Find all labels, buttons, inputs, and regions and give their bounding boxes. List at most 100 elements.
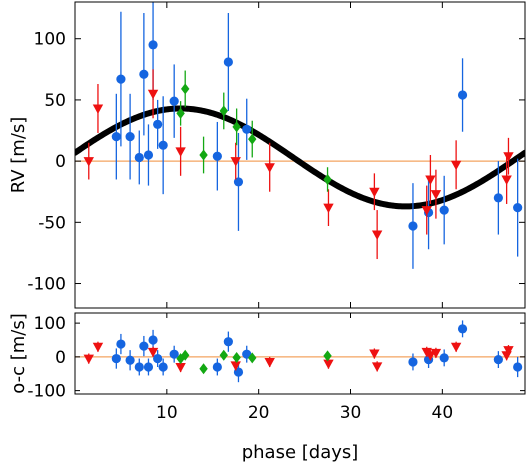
series-triangle-down — [83, 341, 514, 373]
rv-axes: -100 -50 0 50 100 — [27, 2, 525, 308]
y-tick-label: 0 — [55, 152, 66, 172]
data-point-diamond — [232, 121, 241, 133]
data-point-triangle-down — [369, 187, 380, 198]
data-point-triangle-down — [430, 348, 442, 359]
data-point-circle — [153, 119, 163, 129]
data-point-triangle-down — [450, 160, 462, 171]
data-point-triangle-down — [323, 359, 334, 370]
data-point-circle — [457, 90, 468, 100]
rv-panel: -100 -50 0 50 100 RV [m/s] — [8, 1, 526, 309]
data-point-triangle-down — [503, 346, 514, 356]
rv-y-axis-label: RV [m/s] — [8, 117, 29, 194]
data-point-triangle-down — [503, 152, 514, 162]
x-tick-label: 10 — [156, 403, 178, 423]
data-point-triangle-down — [425, 351, 436, 361]
data-point-circle — [125, 132, 135, 142]
residual-panel-frame — [74, 312, 526, 395]
rv-model-curve — [75, 105, 525, 210]
data-point-circle — [212, 362, 222, 372]
data-point-diamond — [199, 363, 208, 375]
data-point-triangle-down — [264, 357, 275, 368]
residual-axes: 10 20 30 40 -100 0 100 — [27, 313, 525, 423]
data-point-circle — [143, 362, 154, 372]
data-point-triangle-down — [430, 190, 442, 200]
data-point-circle — [148, 40, 158, 50]
data-point-circle — [116, 339, 126, 349]
data-point-diamond — [181, 349, 190, 361]
data-point-triangle-down — [371, 362, 383, 372]
data-point-diamond — [248, 133, 257, 145]
data-point-circle — [153, 353, 163, 364]
data-point-circle — [134, 362, 144, 372]
data-point-triangle-down — [501, 175, 512, 185]
data-point-circle — [212, 151, 222, 161]
data-point-diamond — [323, 350, 332, 362]
rv-plot-area — [75, 2, 525, 269]
data-point-diamond — [232, 352, 241, 364]
data-point-triangle-down — [264, 163, 275, 173]
x-tick-label: 40 — [432, 403, 454, 423]
data-point-circle — [169, 349, 179, 359]
data-point-triangle-down — [92, 104, 104, 114]
data-point-triangle-down — [501, 351, 512, 361]
data-point-circle — [111, 353, 121, 364]
data-point-triangle-down — [230, 361, 241, 371]
y-tick-label: 50 — [44, 91, 66, 111]
data-point-triangle-down — [175, 363, 186, 373]
y-tick-label: -50 — [38, 213, 66, 233]
y-tick-label: -100 — [27, 382, 66, 402]
data-point-circle — [408, 221, 418, 231]
data-point-circle — [439, 205, 449, 215]
data-point-circle — [111, 132, 121, 142]
data-point-circle — [125, 355, 135, 365]
data-point-circle — [233, 177, 244, 187]
data-point-diamond — [176, 353, 185, 365]
data-point-triangle-down — [371, 230, 383, 241]
data-point-circle — [169, 96, 179, 106]
series-circle — [111, 320, 523, 383]
data-point-triangle-down — [83, 157, 94, 167]
data-point-triangle-down — [421, 206, 432, 216]
data-point-triangle-down — [147, 347, 159, 358]
data-point-circle — [242, 124, 252, 134]
data-point-circle — [139, 341, 149, 351]
y-tick-label: -100 — [27, 275, 66, 295]
data-point-diamond — [219, 349, 228, 361]
data-point-circle — [148, 335, 158, 345]
data-point-circle — [143, 150, 154, 160]
data-point-circle — [158, 140, 168, 150]
x-tick-label: 20 — [248, 403, 270, 423]
residual-plot-area — [75, 320, 525, 383]
data-point-circle — [116, 74, 126, 84]
residual-y-axis-label: o-c [m/s] — [8, 313, 29, 393]
data-point-circle — [408, 357, 418, 367]
data-point-circle — [139, 69, 149, 79]
data-point-circle — [457, 324, 468, 334]
data-point-triangle-down — [323, 203, 334, 214]
data-point-diamond — [248, 352, 257, 364]
data-point-circle — [493, 193, 503, 203]
data-point-triangle-down — [450, 342, 462, 353]
x-axis-label: phase [days] — [242, 442, 359, 463]
data-point-circle — [223, 337, 233, 347]
data-point-circle — [513, 203, 523, 213]
data-point-circle — [223, 57, 233, 67]
data-point-diamond — [176, 107, 185, 119]
y-tick-label: 100 — [34, 314, 66, 334]
x-tick-label: 30 — [340, 403, 362, 423]
data-point-circle — [242, 349, 252, 359]
data-point-triangle-down — [92, 342, 104, 353]
rv-panel-frame — [74, 1, 526, 309]
data-point-diamond — [199, 149, 208, 161]
series-diamond — [176, 70, 332, 192]
series-triangle-down — [83, 69, 514, 260]
data-point-triangle-down — [83, 354, 94, 365]
data-point-triangle-down — [369, 349, 380, 359]
data-point-triangle-down — [175, 147, 186, 157]
data-point-circle — [493, 354, 503, 365]
residual-panel: 10 20 30 40 -100 0 100 o-c [m/s] phase [days] — [8, 312, 526, 463]
data-point-circle — [158, 362, 168, 372]
series-diamond — [176, 349, 332, 375]
data-point-triangle-down — [230, 157, 241, 167]
